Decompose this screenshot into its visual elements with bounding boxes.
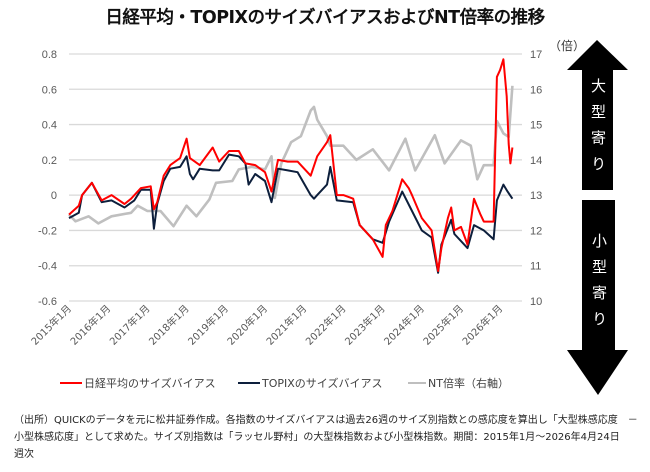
y-tick-label: 0.2 — [42, 155, 57, 167]
legend-item-topix: TOPIXのサイズバイアス — [238, 375, 382, 391]
y2-tick-label: 17 — [530, 49, 542, 61]
series-line-0 — [68, 58, 514, 272]
source-footnote: （出所）QUICKのデータを元に松井証券作成。各指数のサイズバイアスは過去26週… — [14, 415, 648, 460]
series-line-2 — [68, 85, 514, 228]
arrow-down-icon — [567, 200, 628, 395]
legend-item-nikkei: 日経平均のサイズバイアス — [60, 375, 216, 391]
legend-label: NT倍率（右軸） — [428, 377, 509, 390]
x-tick-label: 2017年1月 — [107, 302, 153, 348]
x-tick-label: 2018年1月 — [146, 302, 192, 348]
chart-title: 日経平均・TOPIXのサイズバイアスおよびNT倍率の推移 — [105, 8, 545, 28]
y2-tick-label: 11 — [530, 261, 541, 273]
large-cap-arrow — [567, 40, 628, 190]
x-tick-label: 2026年1月 — [459, 302, 505, 348]
small-cap-arrow-label: 小型寄り — [590, 233, 608, 337]
series-line-1 — [68, 153, 514, 274]
y2-tick-label: 13 — [530, 190, 542, 202]
y-tick-label: -0.4 — [38, 261, 57, 273]
x-tick-label: 2022年1月 — [303, 302, 349, 348]
legend-item-nt-ratio: NT倍率（右軸） — [408, 375, 509, 391]
y-tick-label: 0.4 — [42, 120, 57, 132]
x-tick-label: 2016年1月 — [67, 302, 113, 348]
legend-swatch-gray — [408, 381, 426, 385]
x-tick-label: 2015年1月 — [28, 302, 74, 348]
y-tick-label: -0.6 — [38, 296, 57, 308]
x-tick-label: 2020年1月 — [224, 302, 270, 348]
y-tick-label: -0.2 — [38, 225, 57, 237]
y2-tick-label: 14 — [530, 155, 542, 167]
y-tick-label: 0.6 — [42, 84, 57, 96]
x-tick-label: 2019年1月 — [185, 302, 231, 348]
small-cap-arrow — [567, 200, 628, 395]
legend-swatch-red — [60, 381, 82, 385]
legend-label: 日経平均のサイズバイアス — [84, 377, 216, 390]
right-axis-unit: （倍） — [549, 38, 585, 53]
y2-tick-label: 12 — [530, 225, 542, 237]
chart: 0.8 0.6 0.4 0.2 0 -0.2 -0.4 -0.6 17 16 15 14 13 12 11… — [28, 38, 628, 395]
x-tick-label: 2023年1月 — [342, 302, 388, 348]
x-tick-label: 2024年1月 — [381, 302, 427, 348]
legend-label: TOPIXのサイズバイアス — [262, 377, 383, 390]
y-tick-label: 0.8 — [42, 49, 57, 61]
y-tick-label: 0 — [51, 190, 57, 202]
x-tick-label: 2021年1月 — [263, 302, 309, 348]
large-cap-arrow-label: 大型寄り — [589, 78, 607, 182]
y2-tick-label: 16 — [530, 84, 542, 96]
y2-tick-label: 10 — [530, 296, 542, 308]
y2-tick-label: 15 — [530, 120, 542, 132]
arrow-up-icon — [567, 40, 628, 190]
legend-swatch-navy — [238, 381, 260, 385]
x-tick-label: 2025年1月 — [420, 302, 466, 348]
